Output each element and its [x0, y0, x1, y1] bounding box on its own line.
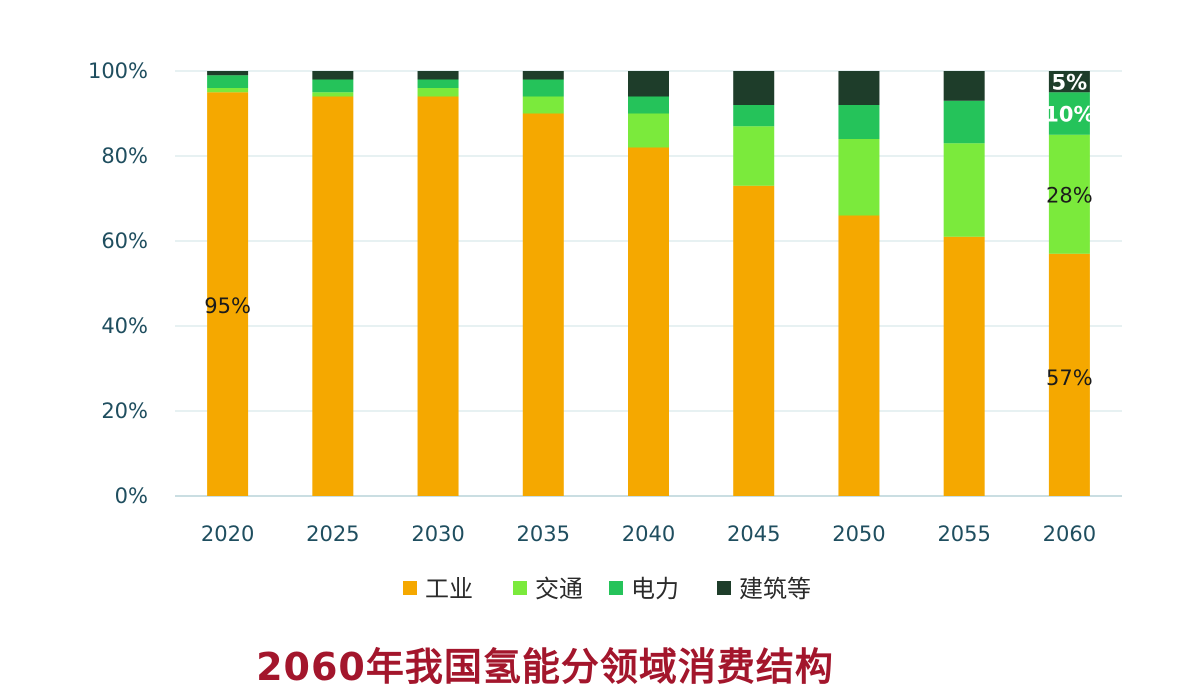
- x-tick-label: 2035: [517, 522, 570, 546]
- bar-segment: [628, 113, 669, 148]
- bar-segment: [628, 71, 669, 97]
- bar-segment: [417, 71, 459, 80]
- x-tick-label: 2040: [622, 522, 675, 546]
- x-tick-label: 2050: [832, 522, 885, 546]
- bar-segment: [733, 185, 775, 496]
- bar-segment: [838, 215, 880, 496]
- bar-segment: [733, 126, 775, 186]
- bar-segment: [417, 96, 459, 496]
- bar-segment: [1048, 134, 1090, 254]
- bar-segment: [628, 96, 669, 114]
- bar-segment: [838, 139, 880, 216]
- legend-swatch: [403, 581, 417, 595]
- bar-segment: [522, 79, 564, 97]
- x-tick-label: 2030: [411, 522, 464, 546]
- bar-segment: [207, 92, 249, 496]
- y-tick-label: 0%: [115, 484, 148, 508]
- bar-segment: [838, 71, 880, 105]
- chart-title: 2060年我国氢能分领域消费结构: [256, 645, 834, 689]
- bar-segment: [943, 100, 985, 144]
- bar-segment: [1048, 92, 1090, 135]
- bar-segment: [207, 88, 249, 93]
- y-tick-label: 80%: [101, 144, 148, 168]
- legend-swatch: [513, 581, 527, 595]
- x-tick-label: 2020: [201, 522, 254, 546]
- legend-label: 电力: [631, 575, 679, 603]
- data-label: 57%: [1046, 366, 1093, 390]
- bar-segment: [943, 71, 985, 101]
- data-label: 5%: [1052, 71, 1088, 95]
- bar-segment: [838, 105, 880, 139]
- bar-segment: [417, 88, 459, 97]
- bar-segment: [207, 71, 249, 76]
- bar-segment: [312, 71, 354, 80]
- data-label: 95%: [204, 294, 251, 318]
- y-tick-label: 40%: [101, 314, 148, 338]
- bar-segment: [312, 79, 354, 93]
- x-tick-label: 2045: [727, 522, 780, 546]
- y-tick-label: 60%: [101, 229, 148, 253]
- data-label: 28%: [1046, 183, 1093, 207]
- legend-swatch: [717, 581, 731, 595]
- legend-swatch: [609, 581, 623, 595]
- bar-segment: [943, 236, 985, 496]
- bar-segment: [1048, 253, 1090, 496]
- bar-segment: [733, 105, 775, 127]
- legend-label: 交通: [535, 575, 583, 603]
- bar-segment: [207, 75, 249, 88]
- bar-segment: [522, 71, 564, 80]
- bar-segment: [312, 96, 354, 496]
- y-tick-label: 20%: [101, 399, 148, 423]
- bar-segment: [522, 113, 564, 496]
- y-tick-label: 100%: [88, 59, 148, 83]
- legend-label: 建筑等: [739, 575, 811, 603]
- x-tick-label: 2060: [1043, 522, 1096, 546]
- bar-segment: [312, 92, 354, 97]
- x-tick-label: 2025: [306, 522, 359, 546]
- legend-label: 工业: [425, 575, 473, 603]
- bar-segment: [733, 71, 775, 105]
- bar-segment: [1048, 71, 1090, 93]
- bar-segment: [628, 147, 669, 496]
- bar-segment: [522, 96, 564, 114]
- data-label: 10%: [1044, 103, 1094, 127]
- bar-segment: [417, 79, 459, 88]
- bar-segment: [943, 143, 985, 237]
- x-tick-label: 2055: [937, 522, 990, 546]
